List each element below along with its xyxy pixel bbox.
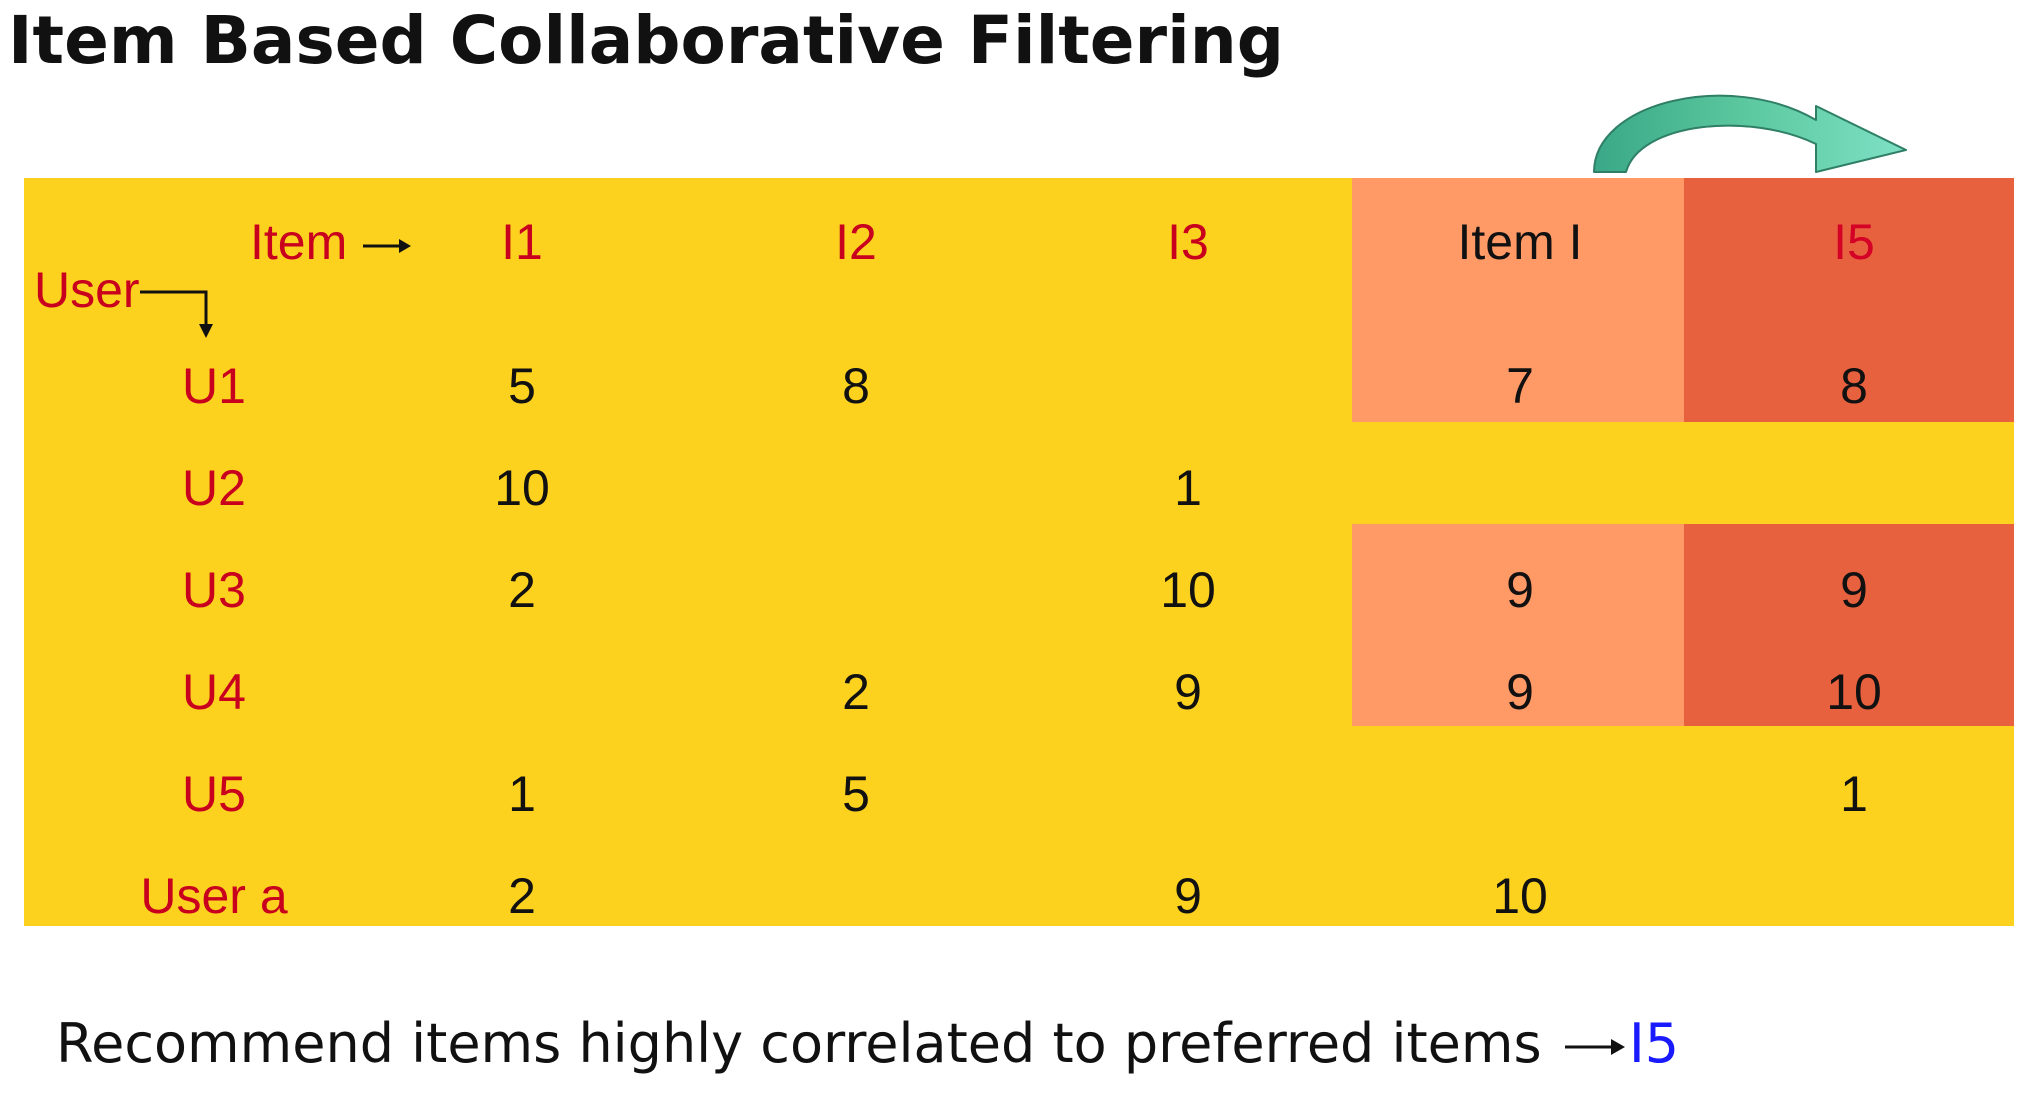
cell-u1-i2: 8 <box>842 358 870 414</box>
row-label-u4: U4 <box>182 664 246 720</box>
cell-u3-i3: 10 <box>1160 562 1216 618</box>
col-header-i1: I1 <box>501 214 543 270</box>
recommended-item: I5 <box>1628 1012 1680 1075</box>
cell-u1-item-i: 7 <box>1506 358 1534 414</box>
page-title: Item Based Collaborative Filtering <box>8 2 1284 79</box>
recommendation-text: Recommend items highly correlated to pre… <box>56 1012 1542 1075</box>
cell-u1-i1: 5 <box>508 358 536 414</box>
cell-u3-i1: 2 <box>508 562 536 618</box>
cell-u4-i3: 9 <box>1174 664 1202 720</box>
cell-u5-i5: 1 <box>1840 766 1868 822</box>
cell-u2-i3: 1 <box>1174 460 1202 516</box>
cell-u2-i1: 10 <box>494 460 550 516</box>
i5-highlight-mid <box>1684 524 2014 726</box>
col-header-i3: I3 <box>1167 214 1209 270</box>
row-label-user-a: User a <box>140 868 288 924</box>
item-axis-label: Item <box>250 212 1686 272</box>
col-header-i2: I2 <box>835 214 877 270</box>
arrow-down-icon <box>140 290 213 338</box>
cell-u5-i2: 5 <box>842 766 870 822</box>
cell-u4-i5: 10 <box>1826 664 1882 720</box>
col-header-item-i: Item I <box>1457 214 1583 270</box>
cell-u3-item-i: 9 <box>1506 562 1534 618</box>
cell-u3-i5: 9 <box>1840 562 1868 618</box>
cell-u4-i2: 2 <box>842 664 870 720</box>
curved-arrow-icon <box>1593 94 1907 173</box>
item-i-highlight-mid <box>1352 524 1684 726</box>
row-label-u2: U2 <box>182 460 246 516</box>
cell-u4-item-i: 9 <box>1506 664 1534 720</box>
cell-user-a-item-i: 10 <box>1492 868 1548 924</box>
cell-u1-i5: 8 <box>1840 358 1868 414</box>
row-label-u1: U1 <box>182 358 246 414</box>
row-label-u5: U5 <box>182 766 246 822</box>
rating-matrix: Item User I1 I2 I3 Item I I5 U1 5 8 7 8 … <box>24 178 2014 926</box>
i5-highlight-top <box>1684 178 2014 422</box>
user-axis-label: User <box>34 262 140 318</box>
cell-user-a-i1: 2 <box>508 868 536 924</box>
row-label-u3: U3 <box>182 562 246 618</box>
arrow-right-icon <box>1564 1039 1625 1056</box>
cell-u5-i1: 1 <box>508 766 536 822</box>
arrow-right-icon <box>363 238 412 253</box>
cell-user-a-i3: 9 <box>1174 868 1202 924</box>
item-i-highlight-top <box>1352 178 1684 422</box>
col-header-i5: I5 <box>1833 214 1875 270</box>
recommendation-statement: Recommend items highly correlated to pre… <box>56 1012 1679 1076</box>
